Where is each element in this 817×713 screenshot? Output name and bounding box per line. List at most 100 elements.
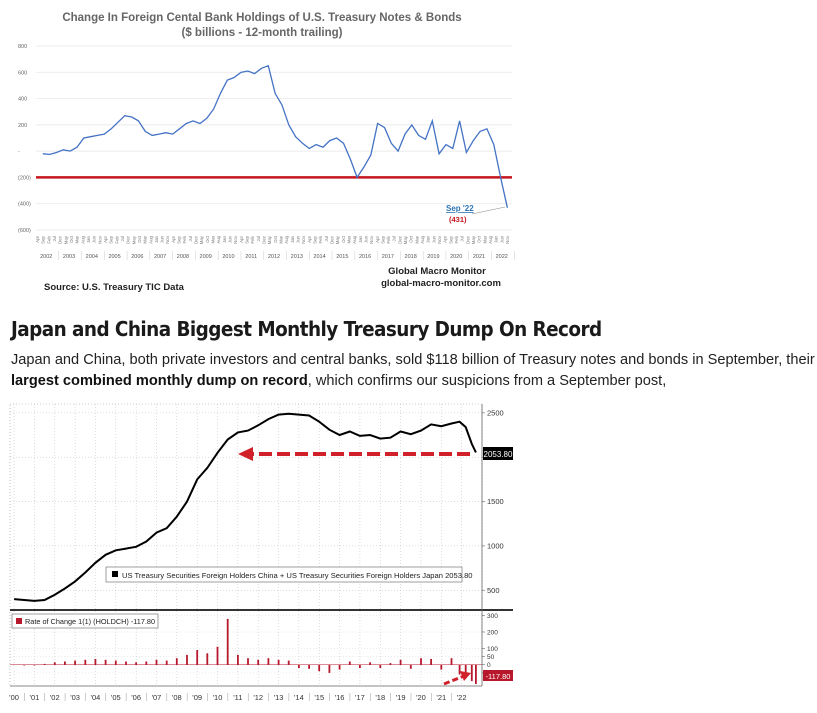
top-month-label: Feb <box>250 235 255 243</box>
bottom-x-tick-label: '02 <box>50 693 60 702</box>
top-month-label: Aug <box>420 235 425 243</box>
top-year-label: 2012 <box>268 254 280 260</box>
top-chart-source: Source: U.S. Treasury TIC Data <box>44 282 185 293</box>
top-month-label: Apr <box>35 235 40 242</box>
top-chart-series-line <box>42 64 509 208</box>
top-y-tick-label: - <box>18 149 20 155</box>
top-month-label: Apr <box>307 235 312 242</box>
top-month-label: Jan <box>86 235 91 243</box>
top-month-label: Apr <box>103 236 108 243</box>
top-year-label: 2017 <box>382 254 394 260</box>
top-month-label: Dec <box>397 235 402 244</box>
roc-bar <box>94 659 97 665</box>
top-month-label: Jul <box>120 236 125 242</box>
top-month-label: Jul <box>460 236 465 242</box>
top-month-label: Aug <box>352 235 357 243</box>
top-y-tick-label: (400) <box>18 202 31 208</box>
top-month-label: Aug <box>488 235 493 243</box>
roc-y-tick-label: 100 <box>487 646 498 653</box>
top-month-label: Mar <box>143 235 148 243</box>
top-month-label: Jun <box>160 235 165 243</box>
top-month-label: Jan <box>290 235 295 243</box>
last-value-box: 2053.80 <box>483 447 513 460</box>
bottom-x-tick-label: '21 <box>436 693 446 702</box>
roc-bar <box>257 659 260 665</box>
red-small-arrow-head <box>460 671 471 681</box>
top-month-label: Sep <box>177 235 182 243</box>
top-month-label: Mar <box>414 235 419 243</box>
roc-bar <box>440 664 443 670</box>
top-month-label: Oct <box>273 235 278 243</box>
bottom-x-tick-label: '19 <box>396 693 406 702</box>
roc-y-tick-label: 300 <box>487 613 498 620</box>
top-month-label: May <box>199 235 204 244</box>
top-month-label: Aug <box>216 235 221 243</box>
top-month-label: Dec <box>465 235 470 244</box>
top-month-label: Nov <box>369 235 374 244</box>
top-month-label: Nov <box>233 235 238 244</box>
roc-bar <box>430 659 432 665</box>
top-month-label: Oct <box>341 235 346 243</box>
top-year-label: 2019 <box>427 254 439 260</box>
roc-y-tick-label: 200 <box>487 630 498 637</box>
top-chart-subtitle: ($ billions - 12-month trailing) <box>182 27 343 39</box>
roc-bar <box>277 659 280 665</box>
roc-bar <box>379 664 382 668</box>
top-year-label: 2018 <box>405 254 417 260</box>
bottom-x-tick-label: '16 <box>335 693 345 702</box>
top-year-label: 2006 <box>131 254 143 260</box>
top-month-label: Nov <box>437 235 442 244</box>
top-month-label: Mar <box>75 235 80 243</box>
roc-bar <box>135 662 137 665</box>
top-month-label: May <box>403 235 408 244</box>
top-month-label: Feb <box>114 235 119 243</box>
top-annotation-leader <box>471 206 506 215</box>
top-chart-y-axis: 800 600 400 200 - (200) (400) (600) <box>18 44 31 234</box>
top-month-label: May <box>267 235 272 244</box>
bottom-x-tick-label: '14 <box>294 693 304 702</box>
top-month-label: Feb <box>46 235 51 243</box>
top-month-label: Jul <box>52 236 57 242</box>
holdings-legend-text: US Treasury Securities Foreign Holders C… <box>122 571 473 580</box>
holdings-legend: US Treasury Securities Foreign Holders C… <box>105 566 473 583</box>
top-month-label: Apr <box>171 235 176 242</box>
roc-bar <box>247 658 249 665</box>
bottom-x-tick-label: '01 <box>30 693 40 702</box>
top-chart-year-labels: 2002 2003 2004 2005 2006 2007 2008 2009 2010 2011… <box>40 251 515 260</box>
top-annotation-value: (431) <box>449 215 467 224</box>
roc-bar <box>298 664 300 668</box>
roc-bar <box>196 650 199 665</box>
top-chart-credit-name: Global Macro Monitor <box>388 266 486 277</box>
roc-y-tick-label: 0 <box>487 662 491 669</box>
top-chart-month-labels: Apr Sep Feb Jul Dec May Oct Mar Aug Jan Jun Nov Apr S… <box>35 235 510 244</box>
roc-bar <box>145 661 148 665</box>
top-y-tick-label: 200 <box>18 123 27 129</box>
top-year-label: 2004 <box>86 254 98 260</box>
top-month-label: Dec <box>194 235 199 244</box>
bottom-x-tick-label: '20 <box>416 693 426 702</box>
bottom-x-tick-label: '11 <box>233 693 242 702</box>
roc-bar <box>328 664 331 673</box>
top-y-tick-label: 600 <box>18 70 27 76</box>
top-month-label: Jan <box>358 235 363 243</box>
top-y-tick-label: 400 <box>18 97 27 103</box>
top-month-label: Sep <box>380 235 385 243</box>
top-month-label: Jun <box>296 235 301 243</box>
roc-bar <box>155 659 158 665</box>
top-y-tick-label: (600) <box>18 228 31 234</box>
top-year-label: 2010 <box>222 254 234 260</box>
bottom-chart-x-axis-labels: '00 '01 '02 '03 '04 '05 '06 '07 '08 '09 '10 '11 '12 '… <box>9 693 467 702</box>
top-month-label: Nov <box>165 235 170 244</box>
roc-bar <box>104 659 107 665</box>
bottom-chart-x-gridlines <box>13 404 462 686</box>
roc-bar <box>287 660 290 665</box>
top-month-label: Oct <box>409 235 414 243</box>
top-month-label: Jun <box>92 235 97 243</box>
bottom-x-tick-label: '05 <box>111 693 121 702</box>
intro-text-1: Japan and China, both private investors … <box>11 352 815 368</box>
top-month-label: Jan <box>494 235 499 243</box>
roc-bar <box>470 664 473 682</box>
roc-bar <box>420 658 422 665</box>
top-month-label: Jun <box>363 235 368 243</box>
top-month-label: Jun <box>431 235 436 243</box>
